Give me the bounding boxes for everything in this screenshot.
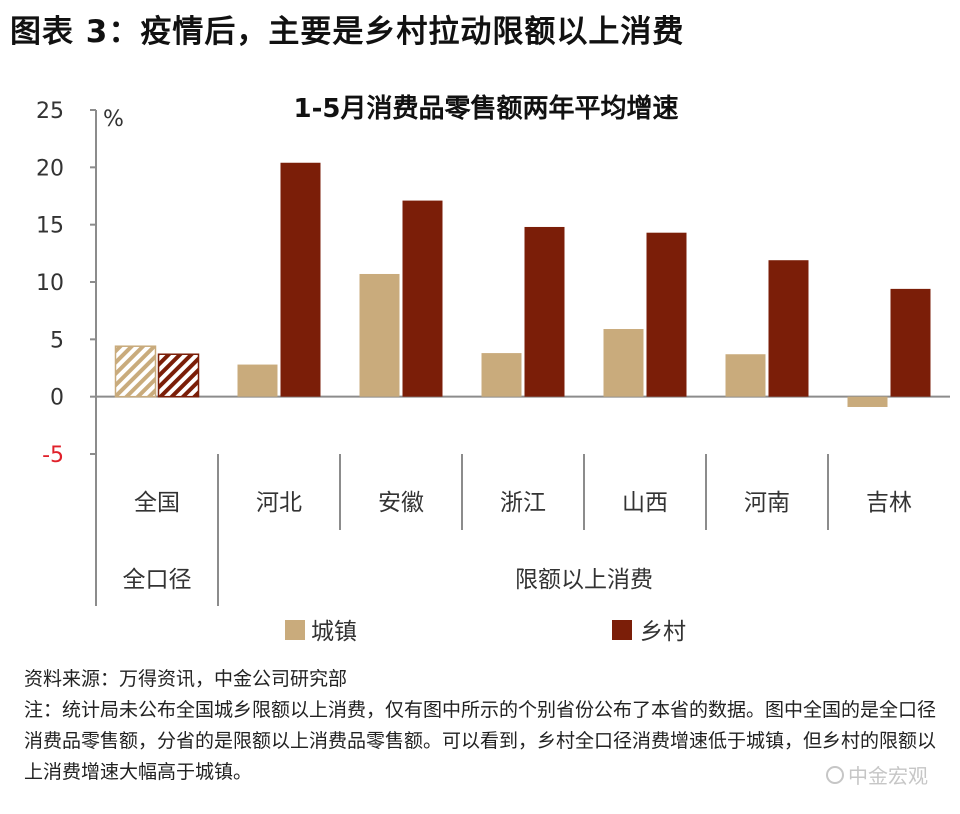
bar-urban <box>603 329 644 397</box>
bar-rural <box>646 232 687 397</box>
watermark: 中金宏观 <box>826 760 928 789</box>
bar-rural <box>280 162 321 397</box>
y-tick-label: 5 <box>50 328 64 353</box>
source-note: 资料来源：万得资讯，中金公司研究部 <box>24 668 348 690</box>
legend-swatch <box>285 620 305 640</box>
category-label: 山西 <box>622 490 668 516</box>
group-label: 限额以上消费 <box>515 567 653 593</box>
group-label: 全口径 <box>123 567 192 593</box>
notes: 资料来源：万得资讯，中金公司研究部 注：统计局未公布全国城乡限额以上消费，仅有图… <box>24 664 950 788</box>
bar-urban <box>725 354 766 397</box>
legend-swatch <box>612 620 632 640</box>
bar-rural <box>157 353 200 398</box>
bar-chart: 1-5月消费品零售额两年平均增速 % 25 20 15 10 5 0 -5 全口径 限额以上消费… <box>36 93 950 645</box>
category-label: 浙江 <box>500 490 546 516</box>
bar-urban <box>114 345 157 398</box>
legend-label: 城镇 <box>311 619 357 645</box>
wechat-icon <box>826 766 844 784</box>
bar-urban <box>237 364 278 397</box>
y-tick-label: 0 <box>50 386 64 411</box>
watermark-text: 中金宏观 <box>848 764 928 788</box>
y-tick-label: 25 <box>36 99 64 124</box>
category-label: 河北 <box>256 490 302 516</box>
category-label: 全国 <box>134 490 180 516</box>
y-tick-label: -5 <box>42 443 64 468</box>
bar-urban <box>847 396 888 407</box>
y-axis-unit-label: % <box>103 107 124 132</box>
y-tick-label: 10 <box>36 271 64 296</box>
bar-urban <box>481 353 522 397</box>
bar-urban <box>359 273 400 397</box>
figure-title: 图表 3：疫情后，主要是乡村拉动限额以上消费 <box>10 14 685 50</box>
category-label: 安徽 <box>378 490 424 516</box>
category-label: 河南 <box>744 490 790 516</box>
legend-label: 乡村 <box>640 619 686 645</box>
bar-rural <box>402 200 443 397</box>
y-tick-label: 20 <box>36 156 64 181</box>
bar-rural <box>524 226 565 397</box>
category-label: 吉林 <box>866 490 912 516</box>
chart-title: 1-5月消费品零售额两年平均增速 <box>294 93 679 124</box>
footnote: 注：统计局未公布全国城乡限额以上消费，仅有图中所示的个别省份公布了本省的数据。图… <box>24 699 937 783</box>
bar-rural <box>768 260 809 397</box>
bar-rural <box>890 288 931 397</box>
y-tick-label: 15 <box>36 214 64 239</box>
